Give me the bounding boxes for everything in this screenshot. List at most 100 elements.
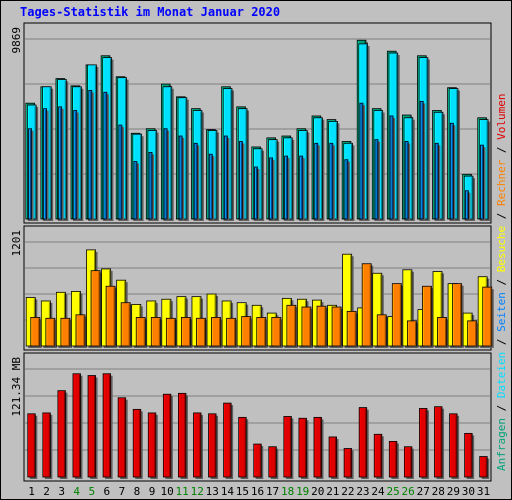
bar-hits-seiten-day-10 xyxy=(163,128,170,221)
bar-volume-volumen-day-31 xyxy=(479,456,490,479)
bar-hits-seiten-day-8 xyxy=(133,161,139,221)
bar-visits-rechner-day-15 xyxy=(241,316,253,348)
bar-volume-volumen-day-2 xyxy=(42,412,53,479)
bar-visits-rechner-day-2 xyxy=(45,317,57,348)
bar-hits-seiten-day-30 xyxy=(464,190,471,221)
bar-hits-seiten-day-1 xyxy=(28,128,34,221)
legend-separator: / xyxy=(495,272,508,292)
day-label-29: 29 xyxy=(447,485,460,498)
scale-label-visits: 1201 xyxy=(10,230,23,257)
day-label-17: 17 xyxy=(266,485,279,498)
bar-volume-volumen-day-9 xyxy=(147,412,158,479)
bar-hits-seiten-day-29 xyxy=(449,122,456,221)
bar-volume-volumen-day-28 xyxy=(434,406,445,479)
bar-visits-rechner-day-11 xyxy=(181,317,193,348)
day-label-12: 12 xyxy=(191,485,204,498)
bar-visits-rechner-day-14 xyxy=(226,317,238,348)
day-label-22: 22 xyxy=(341,485,354,498)
bar-hits-seiten-day-19 xyxy=(299,155,305,221)
bar-volume-volumen-day-6 xyxy=(102,373,113,479)
legend-anfragen: Anfragen xyxy=(495,418,508,471)
bar-volume-volumen-day-7 xyxy=(117,397,128,479)
bar-visits-rechner-day-7 xyxy=(120,302,133,348)
bar-visits-rechner-day-9 xyxy=(150,317,163,348)
bar-visits-rechner-day-27 xyxy=(422,285,434,348)
scale-labels: 9869 1201 121.34 MB xyxy=(10,27,23,417)
bar-hits-seiten-day-26 xyxy=(404,141,411,221)
bar-hits-seiten-day-3 xyxy=(58,106,64,221)
day-label-14: 14 xyxy=(221,485,235,498)
bar-volume-volumen-day-24 xyxy=(373,433,384,479)
legend-separator: / xyxy=(495,206,508,226)
bar-hits-seiten-day-5 xyxy=(88,90,94,221)
bar-hits-seiten-day-31 xyxy=(480,144,486,221)
bar-hits-seiten-day-7 xyxy=(118,124,124,221)
bar-hits-seiten-day-4 xyxy=(73,110,79,221)
bar-hits-seiten-day-28 xyxy=(434,142,441,221)
bar-hits-seiten-day-13 xyxy=(208,153,215,221)
panel-volume xyxy=(23,352,492,482)
bar-volume-volumen-day-12 xyxy=(193,412,204,479)
series-legend: Anfragen / Dateien / Seiten / Besuche / … xyxy=(495,93,508,471)
day-label-20: 20 xyxy=(311,485,324,498)
legend-besuche: Besuche xyxy=(495,226,508,272)
bar-hits-seiten-day-18 xyxy=(284,155,290,221)
bar-hits-seiten-day-12 xyxy=(193,142,200,221)
day-label-25: 25 xyxy=(386,485,399,498)
bar-visits-rechner-day-8 xyxy=(135,317,148,348)
bar-volume-volumen-day-3 xyxy=(57,390,68,479)
bar-volume-volumen-day-11 xyxy=(178,392,188,479)
bar-volume-volumen-day-5 xyxy=(87,375,98,479)
day-label-19: 19 xyxy=(296,485,309,498)
bar-volume-volumen-day-13 xyxy=(208,413,219,479)
bar-visits-rechner-day-29 xyxy=(452,283,464,348)
bar-volume-volumen-day-10 xyxy=(162,393,173,479)
bar-visits-rechner-day-1 xyxy=(30,317,42,348)
bar-visits-rechner-day-24 xyxy=(376,314,389,348)
day-label-27: 27 xyxy=(417,485,430,498)
bar-visits-rechner-day-12 xyxy=(196,317,208,348)
bar-visits-rechner-day-31 xyxy=(482,286,494,348)
bar-visits-rechner-day-25 xyxy=(391,283,404,348)
day-label-18: 18 xyxy=(281,485,294,498)
bar-hits-seiten-day-27 xyxy=(419,100,426,221)
bar-visits-rechner-day-10 xyxy=(165,317,178,348)
bar-volume-volumen-day-8 xyxy=(132,408,143,479)
day-label-31: 31 xyxy=(477,485,490,498)
bar-volume-volumen-day-15 xyxy=(238,416,249,479)
bar-visits-rechner-day-30 xyxy=(467,320,479,348)
chart-title: Tages-Statistik im Monat Januar 2020 xyxy=(20,5,281,19)
bar-hits-seiten-day-11 xyxy=(178,135,185,221)
bar-volume-volumen-day-18 xyxy=(283,416,294,479)
bar-hits-seiten-day-20 xyxy=(314,142,320,221)
day-label-24: 24 xyxy=(371,485,385,498)
bar-volume-volumen-day-14 xyxy=(223,402,234,479)
bar-volume-volumen-day-29 xyxy=(449,413,460,479)
chart-panels xyxy=(23,22,494,482)
day-label-7: 7 xyxy=(119,485,126,498)
bar-visits-rechner-day-21 xyxy=(331,306,344,348)
day-label-13: 13 xyxy=(206,485,219,498)
bar-volume-volumen-day-22 xyxy=(343,448,354,479)
bar-hits-seiten-day-2 xyxy=(43,108,49,221)
bar-volume-volumen-day-17 xyxy=(268,446,279,479)
bar-volume-volumen-day-20 xyxy=(313,416,324,479)
bar-hits-seiten-day-24 xyxy=(374,139,381,221)
legend-volumen: Volumen xyxy=(495,93,508,139)
bar-visits-rechner-day-4 xyxy=(75,314,88,348)
bar-visits-rechner-day-22 xyxy=(346,310,359,348)
bar-volume-volumen-day-4 xyxy=(72,373,83,479)
bar-visits-rechner-day-17 xyxy=(271,317,283,348)
legend-dateien: Dateien xyxy=(495,352,508,398)
legend-separator: / xyxy=(495,398,508,418)
day-label-21: 21 xyxy=(326,485,339,498)
bar-visits-rechner-day-6 xyxy=(105,285,118,348)
bar-visits-rechner-day-16 xyxy=(256,317,268,348)
day-label-2: 2 xyxy=(43,485,50,498)
bar-volume-volumen-day-25 xyxy=(388,440,399,479)
day-label-11: 11 xyxy=(176,485,189,498)
bar-volume-volumen-day-30 xyxy=(464,432,475,479)
legend-seiten: Seiten xyxy=(495,292,508,332)
bar-hits-seiten-day-9 xyxy=(148,152,155,221)
